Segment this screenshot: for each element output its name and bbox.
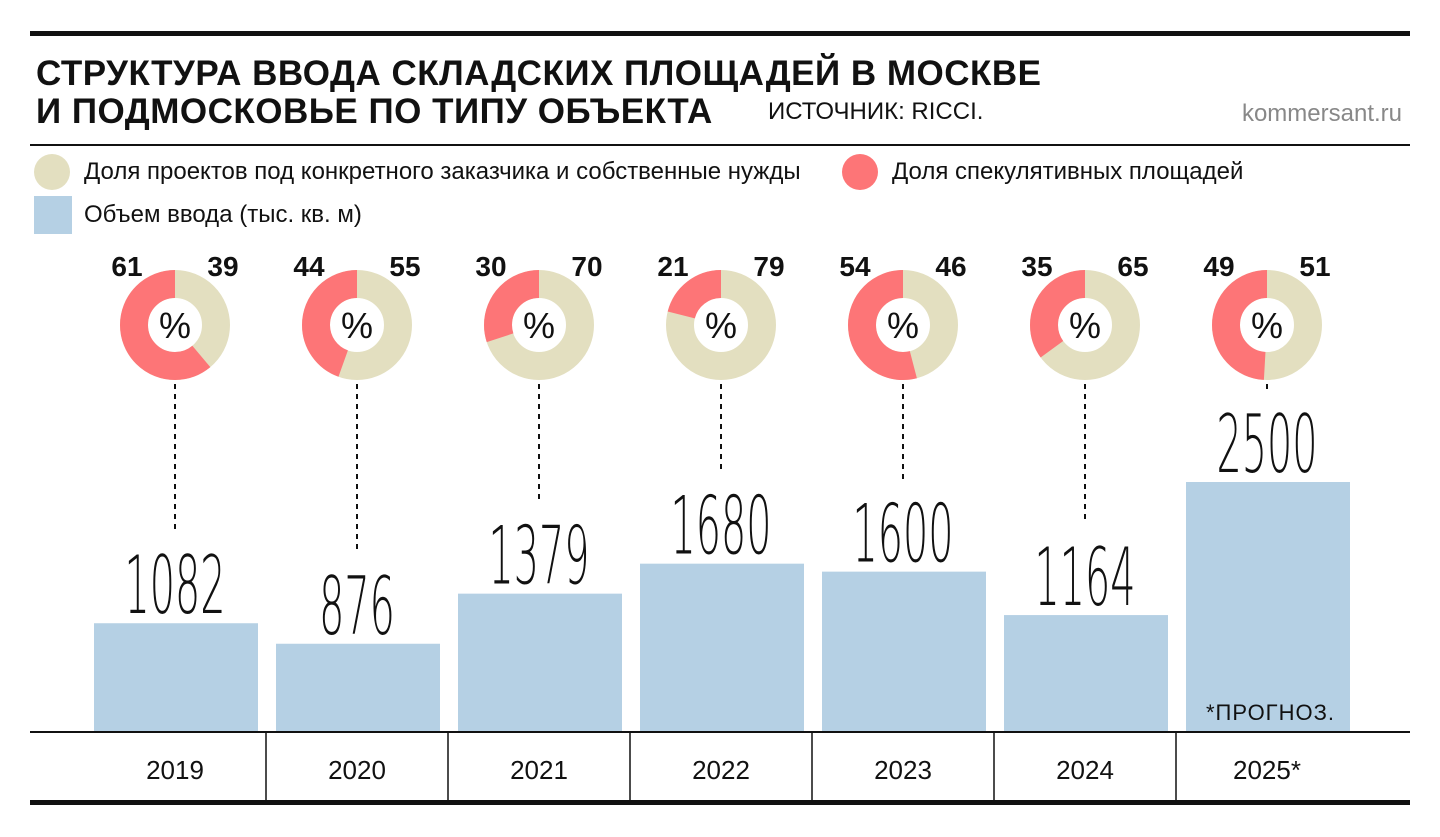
year-label-2023: 2023 [874,755,932,785]
legend-speculative-swatch [842,154,878,190]
bar-2025* [1186,482,1350,731]
year-label-2024: 2024 [1056,755,1114,785]
speculative-share-2022: 21 [657,251,688,282]
legend-speculative-label: Доля спекулятивных площадей [892,158,1244,185]
value-label-2021: 1379 [489,509,590,603]
custom-share-2025*: 51 [1299,251,1330,282]
percent-sign: % [1251,305,1283,346]
value-label-2024: 1164 [1035,530,1136,624]
percent-sign: % [523,305,555,346]
year-label-2021: 2021 [510,755,568,785]
axis-rule [30,731,1410,733]
site-name: kommersant.ru [1241,100,1402,127]
percent-sign: % [341,305,373,346]
bar-2021 [458,593,622,731]
legend-custom: Доля проектов под конкретного заказчика … [34,154,801,190]
donut-speculative-2019 [120,270,230,380]
custom-share-2020: 55 [389,251,420,282]
percent-sign: % [1069,305,1101,346]
speculative-share-2020: 44 [293,251,325,282]
custom-share-2019: 39 [207,251,238,282]
bar-2023 [822,571,986,731]
donut-speculative-2023 [848,270,958,380]
speculative-share-2019: 61 [111,251,142,282]
speculative-share-2021: 30 [475,251,506,282]
top-rule [30,31,1410,36]
speculative-share-2023: 54 [839,251,871,282]
speculative-share-2025*: 49 [1203,251,1234,282]
donut-speculative-2021 [484,270,594,380]
speculative-share-2024: 35 [1021,251,1052,282]
value-label-2019: 1082 [125,538,226,632]
legend-custom-label: Доля проектов под конкретного заказчика … [84,158,801,185]
donut-speculative-2025* [1212,270,1322,380]
legend-volume-swatch [34,196,72,234]
donut-speculative-2020 [302,270,412,380]
donut-speculative-2022 [666,270,776,380]
legend-volume-label: Объем ввода (тыс. кв. м) [84,201,362,228]
bar-2024 [1004,615,1168,731]
percent-sign: % [887,305,919,346]
value-label-2025*: 2500 [1217,397,1318,491]
percent-sign: % [705,305,737,346]
legend-volume: Объем ввода (тыс. кв. м) [34,196,362,234]
donut-speculative-2024 [1030,270,1140,380]
bar-2019 [94,623,258,731]
source: ИСТОЧНИК: RICCI. [768,98,984,125]
legend-speculative: Доля спекулятивных площадей [842,154,1243,190]
bottom-rule [30,800,1410,805]
title-line-1: СТРУКТУРА ВВОДА СКЛАДСКИХ ПЛОЩАДЕЙ В МОС… [36,54,1042,93]
header-rule [30,144,1410,146]
custom-share-2024: 65 [1117,251,1148,282]
value-label-2023: 1600 [853,487,954,581]
percent-sign: % [159,305,191,346]
bar-2022 [640,563,804,731]
forecast-note: *ПРОГНОЗ. [1206,700,1335,725]
custom-share-2022: 79 [753,251,784,282]
custom-share-2021: 70 [571,251,602,282]
year-label-2020: 2020 [328,755,386,785]
bar-2020 [276,643,440,731]
year-label-2025*: 2025* [1233,755,1301,785]
custom-share-2023: 46 [935,251,966,282]
value-label-2020: 876 [319,559,395,653]
year-label-2022: 2022 [692,755,750,785]
legend-custom-swatch [34,154,70,190]
value-label-2022: 1680 [671,479,772,573]
title-line-2: И ПОДМОСКОВЬЕ ПО ТИПУ ОБЪЕКТА [36,92,713,131]
year-label-2019: 2019 [146,755,204,785]
